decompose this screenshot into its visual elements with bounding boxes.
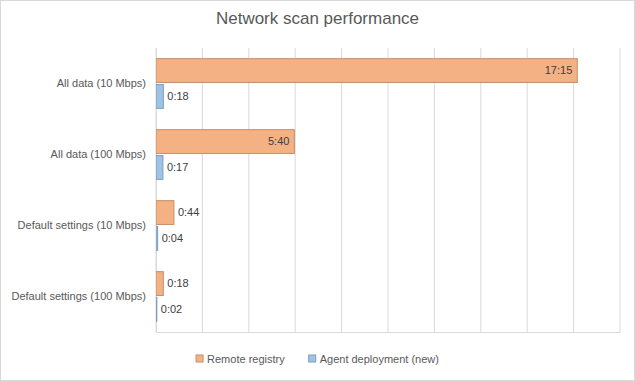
data-labels: 17:15 5:40 0:44 0:18 0:18 0:17 0:04 0:02 [161, 64, 572, 315]
y-tick: All data (100 Mbps) [51, 148, 156, 160]
title: Network scan performance [216, 9, 419, 28]
grid-line [202, 48, 203, 332]
legend-item: Agent deployment (new) [309, 353, 439, 365]
data-label: 0:18 [167, 277, 188, 289]
y-tick: All data (10 Mbps) [57, 77, 156, 89]
y-tick-label: All data (10 Mbps) [57, 77, 146, 89]
y-tick-label: All data (100 Mbps) [51, 148, 146, 160]
data-label: 0:02 [161, 303, 182, 315]
data-label: 17:15 [545, 64, 573, 76]
grid [156, 48, 620, 332]
data-label: 0:44 [178, 206, 199, 218]
x-axis [157, 332, 621, 334]
legend-label: Remote registry [207, 353, 285, 365]
y-tick-label: Default settings (10 Mbps) [18, 219, 146, 231]
grid-line [573, 48, 574, 332]
legend-swatch [196, 355, 203, 362]
bar [156, 85, 163, 109]
grid-line [388, 48, 389, 332]
data-label: 0:17 [167, 161, 188, 173]
data-label: 0:18 [167, 90, 188, 102]
grid-line [527, 48, 528, 332]
y-tick: Default settings (100 Mbps) [11, 290, 156, 302]
y-axis: All data (10 Mbps) All data (100 Mbps) Def… [11, 49, 156, 333]
bar [156, 130, 294, 154]
bar [156, 298, 157, 322]
grid-line [480, 48, 481, 332]
bar [156, 272, 163, 296]
legend-swatch [309, 355, 316, 362]
grid-line [341, 48, 342, 332]
legend-item: Remote registry [196, 353, 285, 365]
bar [156, 156, 163, 180]
data-label: 0:04 [162, 232, 183, 244]
grid-line [620, 48, 621, 332]
chart-border [1, 1, 635, 381]
grid-line [248, 48, 249, 332]
chart: Network scan performance All data (10 Mbp… [0, 0, 635, 381]
x-axis-line [157, 332, 621, 333]
data-label: 5:40 [268, 135, 289, 147]
y-tick-label: Default settings (100 Mbps) [11, 290, 146, 302]
grid-line [434, 48, 435, 332]
bar [156, 227, 158, 251]
legend-label: Agent deployment (new) [320, 353, 439, 365]
bar [156, 201, 174, 225]
y-tick: Default settings (10 Mbps) [18, 219, 156, 231]
grid-line [295, 48, 296, 332]
bars [156, 59, 577, 322]
legend: Remote registry Agent deployment (new) [196, 353, 439, 365]
bar [156, 59, 577, 83]
